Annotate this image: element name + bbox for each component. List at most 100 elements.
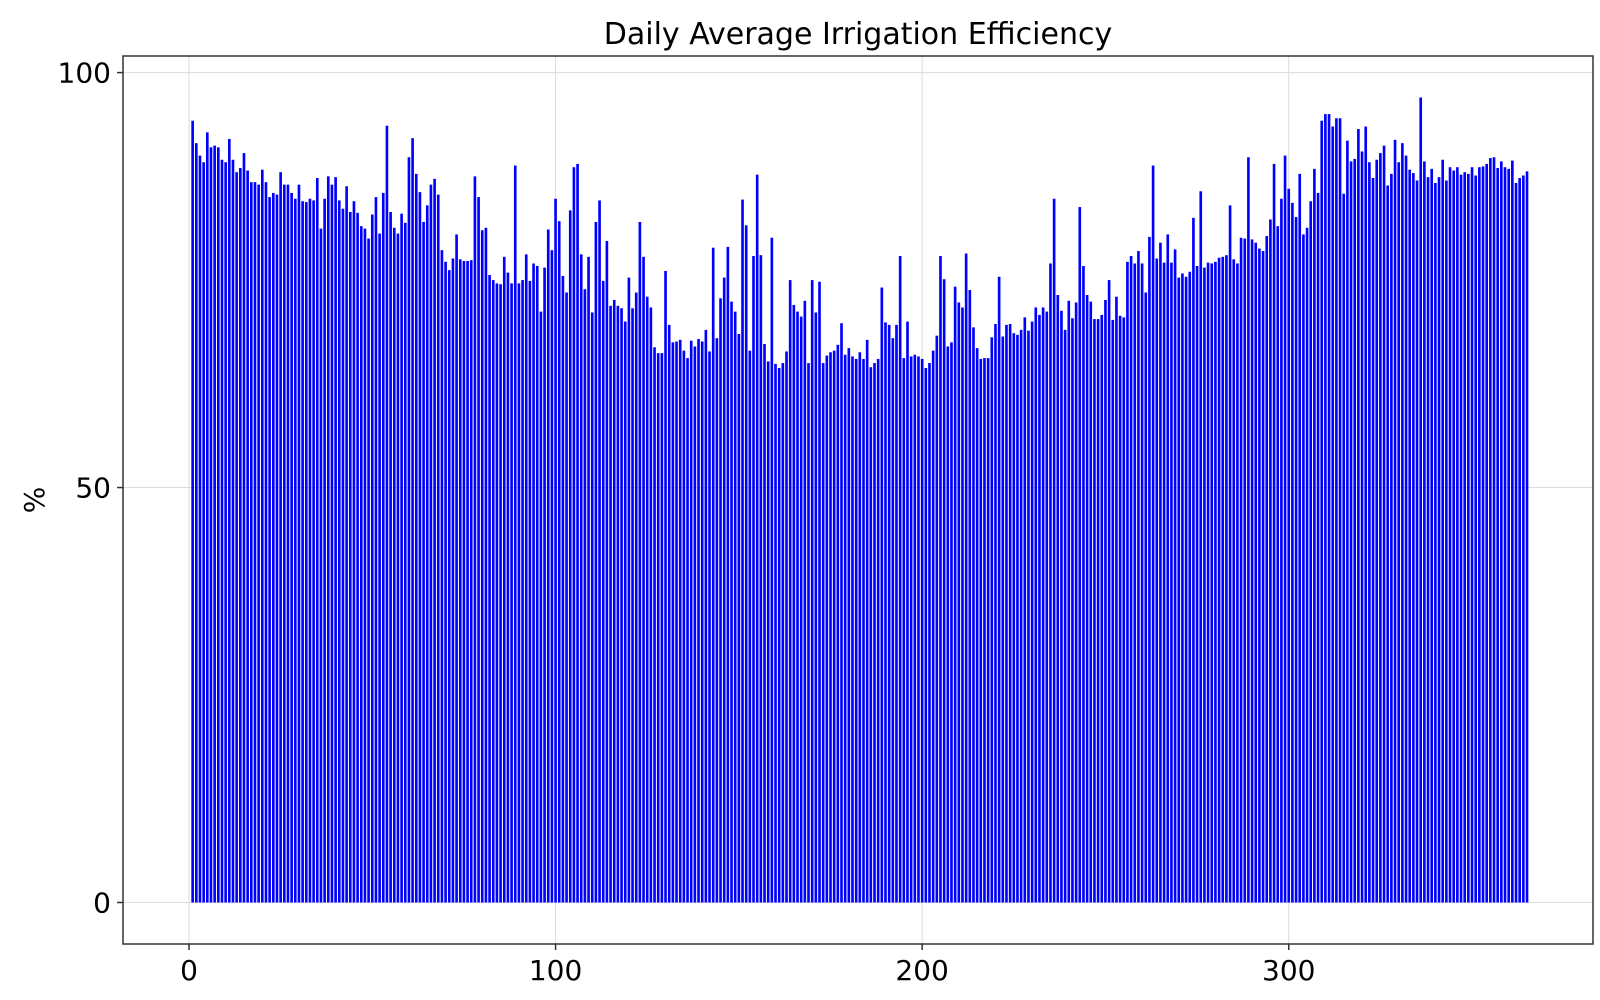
bar — [579, 254, 583, 903]
bar — [1478, 167, 1481, 903]
bar — [403, 222, 407, 903]
bar — [1415, 180, 1419, 903]
bar — [1118, 315, 1122, 903]
bar — [638, 221, 642, 903]
bar — [1404, 155, 1408, 903]
bar — [645, 296, 649, 903]
bar — [1313, 168, 1316, 903]
bar — [1445, 180, 1448, 903]
bar — [1320, 120, 1324, 903]
bar — [235, 172, 238, 903]
bar — [1239, 237, 1243, 903]
bar — [312, 200, 315, 903]
bar — [1034, 307, 1038, 903]
bar — [1166, 234, 1170, 903]
bar — [847, 348, 851, 903]
bar — [660, 353, 664, 903]
bar — [763, 343, 766, 903]
bar — [851, 356, 854, 903]
bar — [983, 358, 986, 903]
bar — [667, 324, 671, 903]
bar — [906, 321, 909, 903]
bar — [389, 212, 392, 903]
bar — [821, 363, 825, 903]
bar — [341, 208, 345, 903]
bar — [363, 228, 367, 903]
bar — [719, 298, 722, 903]
bar — [513, 165, 517, 903]
bar — [216, 147, 220, 903]
bar — [836, 344, 840, 903]
bar — [671, 342, 675, 903]
bar — [741, 199, 744, 903]
bar — [979, 358, 983, 903]
bar — [301, 201, 304, 903]
bar — [711, 247, 715, 903]
bar — [649, 307, 653, 903]
bar — [304, 202, 308, 903]
bar — [1346, 140, 1349, 903]
bar — [1368, 162, 1371, 903]
bar — [601, 280, 605, 903]
bar — [1335, 118, 1338, 903]
bar — [253, 182, 257, 903]
bar — [1474, 175, 1478, 903]
bar — [1188, 271, 1192, 903]
bar — [675, 341, 678, 903]
y-tick-label: 100 — [58, 57, 111, 90]
bar — [264, 182, 268, 903]
bar — [1071, 318, 1074, 903]
bar — [1511, 160, 1514, 903]
bar — [1126, 261, 1129, 903]
bar — [1093, 319, 1096, 903]
bar — [678, 339, 682, 903]
bar — [1078, 207, 1082, 903]
bar — [524, 254, 528, 903]
bar — [730, 301, 733, 903]
bar — [488, 275, 491, 903]
bar — [1162, 262, 1166, 903]
bar — [594, 221, 598, 903]
bar — [1089, 301, 1093, 903]
bar — [517, 283, 521, 903]
bar — [961, 307, 964, 903]
bar — [605, 241, 609, 903]
bar — [623, 321, 627, 903]
bar — [1016, 334, 1019, 903]
bar — [924, 368, 928, 903]
bar — [1467, 173, 1470, 903]
bar — [1397, 162, 1401, 903]
bar — [1155, 258, 1159, 903]
bar — [1463, 172, 1467, 903]
bar — [957, 302, 961, 903]
bar — [249, 182, 253, 903]
bar — [418, 192, 422, 903]
bar — [1485, 163, 1489, 903]
x-tick-label: 100 — [529, 954, 582, 987]
bar — [491, 280, 495, 903]
bar — [737, 334, 741, 903]
bar — [370, 214, 374, 903]
bar — [1045, 311, 1049, 903]
bar — [1390, 173, 1393, 903]
bar — [293, 198, 297, 903]
bar — [715, 338, 719, 903]
bar — [1148, 236, 1151, 903]
bar — [436, 194, 440, 903]
bar — [770, 237, 774, 903]
bar — [1228, 205, 1232, 903]
bar — [777, 368, 781, 903]
bar — [480, 230, 484, 903]
bar — [1518, 178, 1521, 903]
bar — [1434, 182, 1437, 903]
bar — [330, 184, 334, 903]
bar — [1111, 319, 1115, 903]
bar — [781, 363, 785, 903]
bar — [348, 212, 352, 903]
bar — [664, 270, 667, 903]
bar — [829, 352, 832, 903]
bar — [895, 324, 898, 903]
bar — [590, 312, 594, 903]
x-tick-label: 300 — [1262, 954, 1315, 987]
bar — [546, 229, 550, 903]
